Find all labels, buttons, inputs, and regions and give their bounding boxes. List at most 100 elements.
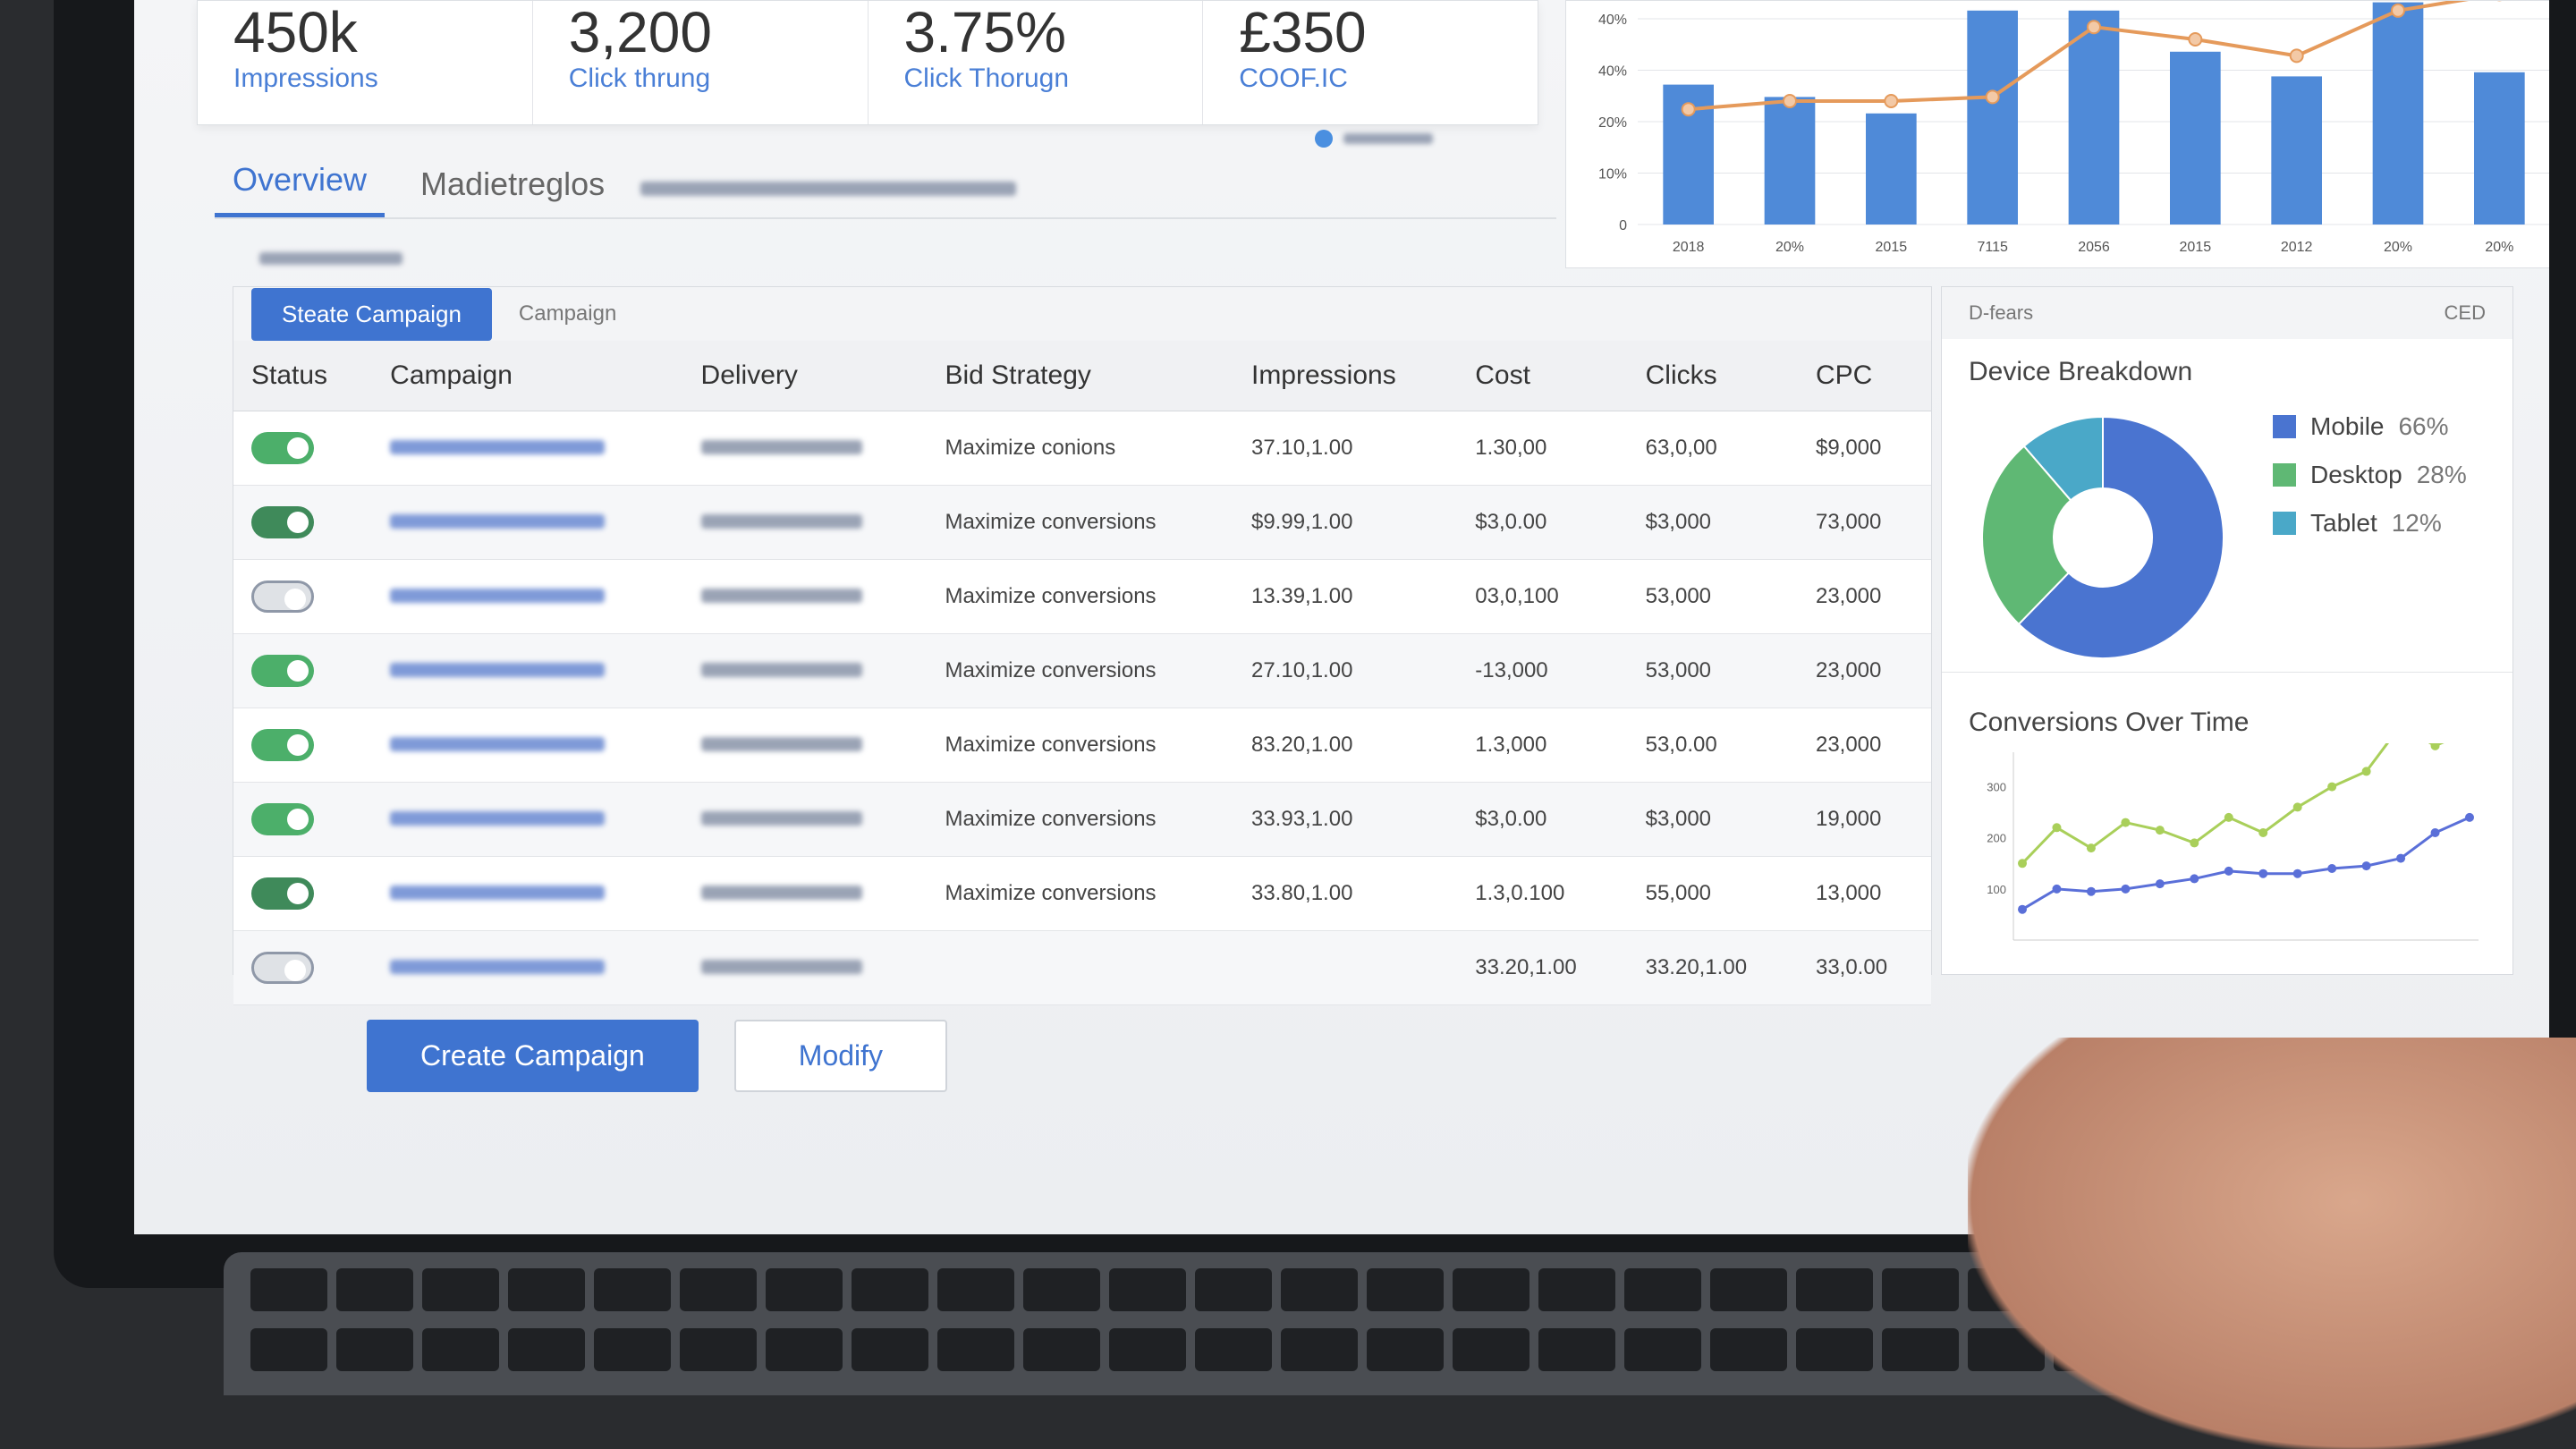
donut-slice-mobile[interactable] xyxy=(2017,415,2224,659)
status-toggle[interactable] xyxy=(251,803,314,835)
key[interactable] xyxy=(937,1328,1014,1371)
key[interactable] xyxy=(1624,1328,1701,1371)
key[interactable] xyxy=(852,1268,928,1311)
key[interactable] xyxy=(594,1268,671,1311)
table-row[interactable]: Maximize conversions 27.10,1.00 -13,000 53,… xyxy=(233,633,1931,708)
table-row[interactable]: Maximize conversions 13.39,1.00 03,0,100 53… xyxy=(233,559,1931,634)
column-header[interactable]: Impressions xyxy=(1233,341,1458,411)
column-header[interactable]: Status xyxy=(233,341,373,411)
status-toggle[interactable] xyxy=(251,729,314,761)
status-toggle[interactable] xyxy=(251,952,314,984)
series-point xyxy=(2292,869,2302,878)
key[interactable] xyxy=(1453,1268,1530,1311)
key[interactable] xyxy=(1367,1268,1444,1311)
key[interactable] xyxy=(1023,1328,1100,1371)
y-tick-label: 100 xyxy=(1987,883,2006,896)
blurred-delivery xyxy=(700,737,862,751)
bar-line-chart: 0 10% 20% 40% 40% 2018 20% 2015 7115 2056 2015 2012… xyxy=(1565,0,2549,268)
key[interactable] xyxy=(1367,1328,1444,1371)
cost-cell: -13,000 xyxy=(1457,633,1628,708)
blurred-delivery xyxy=(700,440,862,454)
key[interactable] xyxy=(422,1328,499,1371)
key[interactable] xyxy=(1882,1328,1959,1371)
status-toggle[interactable] xyxy=(251,580,314,613)
key[interactable] xyxy=(1796,1328,1873,1371)
status-toggle[interactable] xyxy=(251,877,314,910)
create-campaign-button[interactable]: Create Campaign xyxy=(367,1020,699,1092)
status-toggle[interactable] xyxy=(251,655,314,687)
key[interactable] xyxy=(852,1328,928,1371)
key[interactable] xyxy=(1796,1268,1873,1311)
key[interactable] xyxy=(250,1268,327,1311)
column-header[interactable]: Campaign xyxy=(372,341,683,411)
key[interactable] xyxy=(766,1328,843,1371)
key[interactable] xyxy=(1882,1268,1959,1311)
table-row[interactable]: 33.20,1.00 33.20,1.00 33,0.00 xyxy=(233,930,1931,1005)
key[interactable] xyxy=(1281,1268,1358,1311)
key[interactable] xyxy=(1710,1328,1787,1371)
column-header[interactable]: Clicks xyxy=(1627,341,1798,411)
key[interactable] xyxy=(937,1268,1014,1311)
campaign-cell[interactable] xyxy=(372,485,683,560)
table-row[interactable]: Maximize conversions 83.20,1.00 1.3,000 53,… xyxy=(233,708,1931,783)
key[interactable] xyxy=(1538,1328,1615,1371)
campaign-cell[interactable] xyxy=(372,708,683,783)
key[interactable] xyxy=(508,1268,585,1311)
series-point xyxy=(2121,884,2131,894)
campaign-link[interactable]: Campaign xyxy=(518,301,617,326)
cost-cell: 33.20,1.00 xyxy=(1457,930,1628,1005)
key[interactable] xyxy=(766,1268,843,1311)
campaign-cell[interactable] xyxy=(372,633,683,708)
key[interactable] xyxy=(1195,1268,1272,1311)
table-row[interactable]: Maximize conversions $9.99,1.00 $3,0.00 $3,… xyxy=(233,485,1931,560)
campaign-cell[interactable] xyxy=(372,411,683,486)
tab-secondary[interactable]: Madietreglos xyxy=(420,165,606,202)
campaign-cell[interactable] xyxy=(372,930,683,1005)
key[interactable] xyxy=(1624,1268,1701,1311)
blurred-delivery xyxy=(700,886,862,900)
donut-slice-desktop[interactable] xyxy=(1981,445,2072,626)
key[interactable] xyxy=(508,1328,585,1371)
column-header[interactable]: Bid Strategy xyxy=(927,341,1233,411)
key[interactable] xyxy=(1453,1328,1530,1371)
clicks-cell: 53,0.00 xyxy=(1627,708,1798,783)
status-cell xyxy=(233,411,373,486)
key[interactable] xyxy=(336,1328,413,1371)
campaign-cell[interactable] xyxy=(372,559,683,634)
filter-indicator[interactable] xyxy=(1315,130,1433,148)
table-row[interactable]: Maximize conversions 33.80,1.00 1.3,0.100 5… xyxy=(233,856,1931,931)
bar xyxy=(1866,113,1917,225)
campaign-cell[interactable] xyxy=(372,782,683,857)
key[interactable] xyxy=(594,1328,671,1371)
column-header[interactable]: CPC xyxy=(1797,341,1931,411)
column-header[interactable]: Delivery xyxy=(682,341,928,411)
state-campaign-button[interactable]: Steate Campaign xyxy=(251,287,492,341)
status-toggle[interactable] xyxy=(251,432,314,464)
key[interactable] xyxy=(1195,1328,1272,1371)
key[interactable] xyxy=(336,1268,413,1311)
table-row[interactable]: Maximize conversions 33.93,1.00 $3,0.00 $3,… xyxy=(233,782,1931,857)
key[interactable] xyxy=(422,1268,499,1311)
filter-dot-icon xyxy=(1315,130,1333,148)
table-toolbar: Steate Campaign Campaign xyxy=(233,287,1931,341)
key[interactable] xyxy=(250,1328,327,1371)
key[interactable] xyxy=(680,1268,757,1311)
donut-slice-tablet[interactable] xyxy=(2022,415,2104,502)
key[interactable] xyxy=(1710,1268,1787,1311)
panel-header-right[interactable]: CED xyxy=(2444,301,2486,324)
status-toggle[interactable] xyxy=(251,506,314,538)
key[interactable] xyxy=(1109,1268,1186,1311)
table-row[interactable]: Maximize conions 37.10,1.00 1.30,00 63,0,00… xyxy=(233,411,1931,486)
tab-overview[interactable]: Overview xyxy=(215,152,386,217)
cpc-cell: 13,000 xyxy=(1797,856,1931,931)
series-point xyxy=(2224,866,2233,876)
campaign-cell[interactable] xyxy=(372,856,683,931)
column-header[interactable]: Cost xyxy=(1457,341,1628,411)
key[interactable] xyxy=(1109,1328,1186,1371)
impressions-cell: 13.39,1.00 xyxy=(1233,559,1458,634)
key[interactable] xyxy=(1281,1328,1358,1371)
key[interactable] xyxy=(1538,1268,1615,1311)
key[interactable] xyxy=(680,1328,757,1371)
key[interactable] xyxy=(1023,1268,1100,1311)
modify-button[interactable]: Modify xyxy=(733,1020,948,1092)
